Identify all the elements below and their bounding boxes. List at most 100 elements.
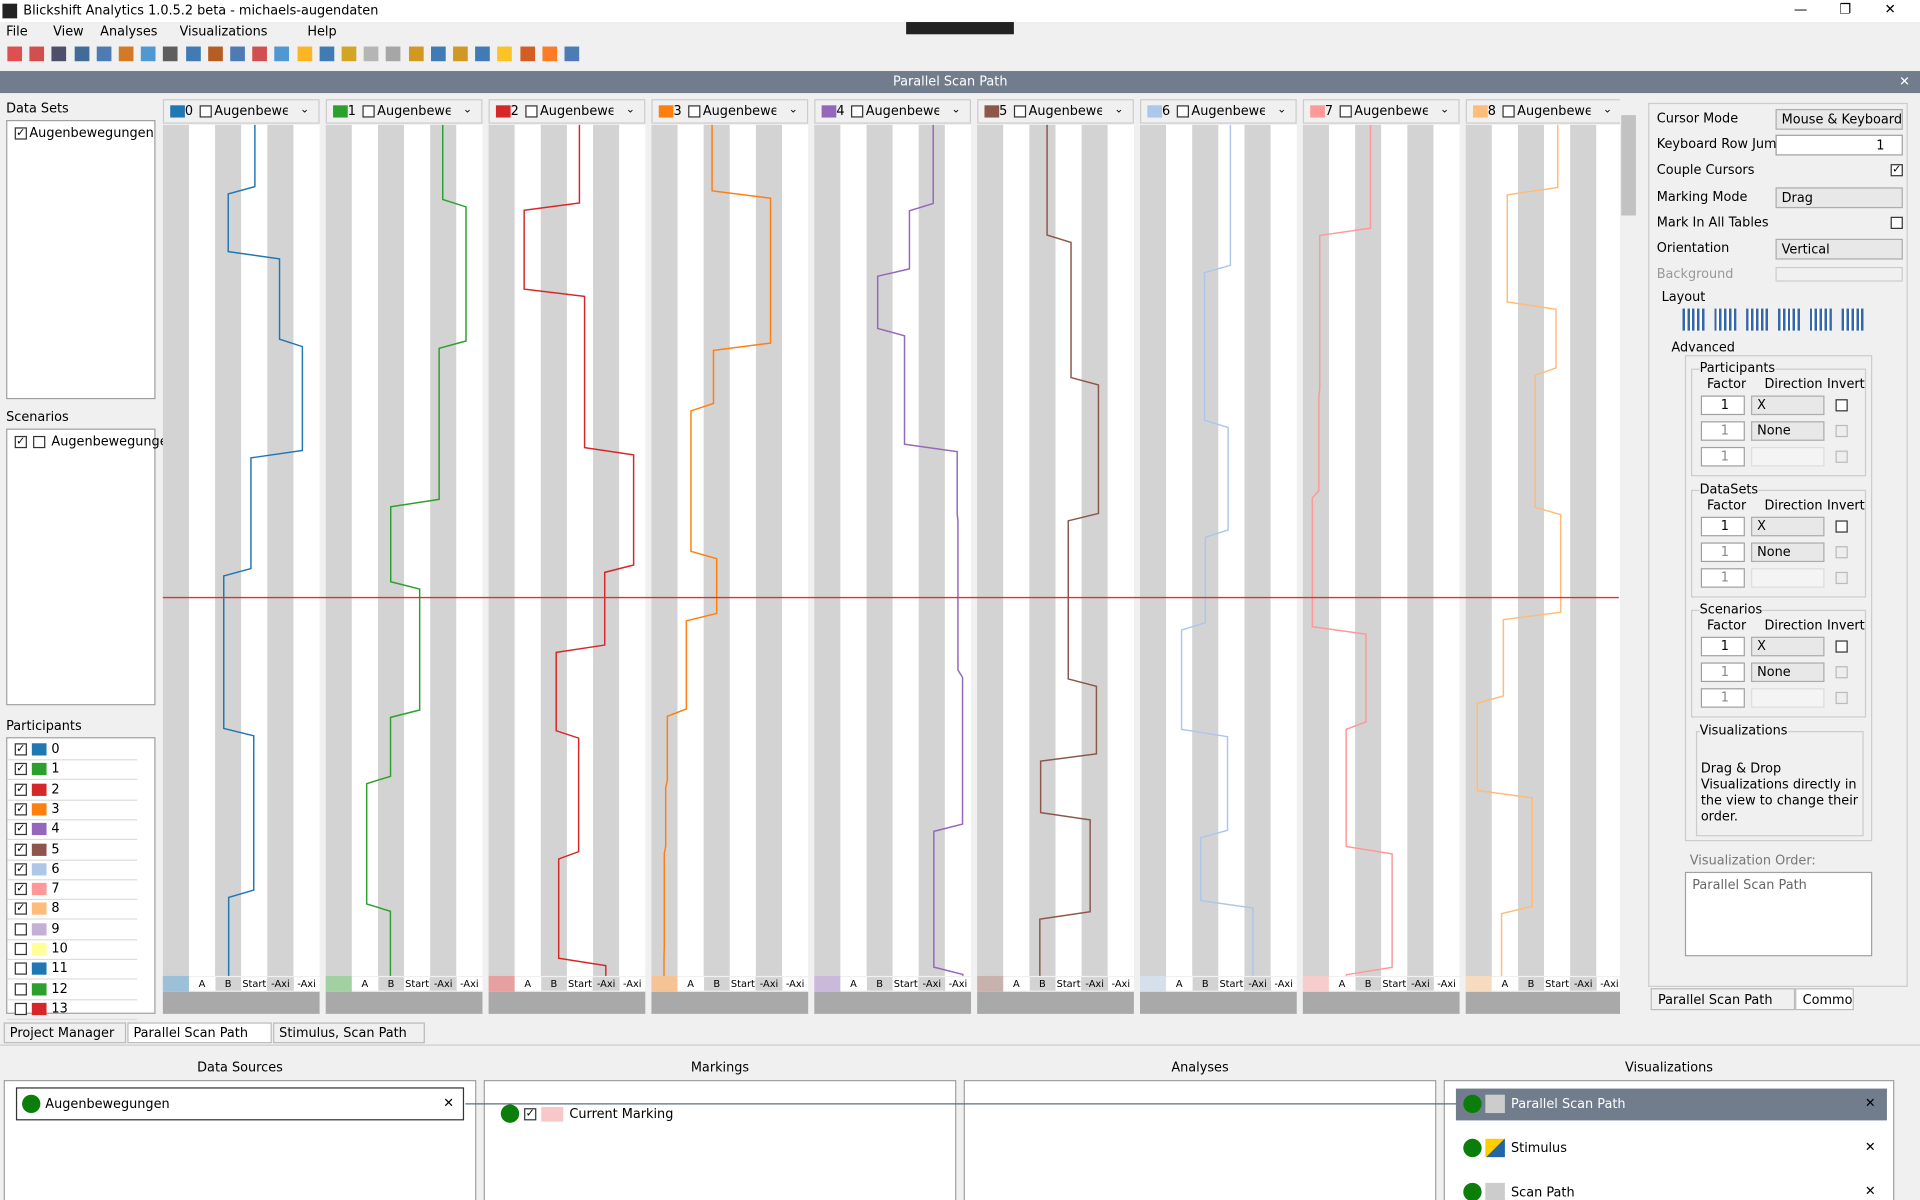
checkbox[interactable]: ✓ (14, 127, 27, 140)
toolbar-button[interactable] (96, 46, 112, 62)
factor-spin[interactable]: 1 (1700, 542, 1745, 562)
toolbar-button[interactable] (319, 46, 335, 62)
checkbox[interactable] (1339, 105, 1352, 118)
scrollbar[interactable] (1620, 97, 1638, 1014)
scroll-thumb[interactable] (1621, 115, 1636, 216)
toolbar-button[interactable] (408, 46, 424, 62)
toolbar-button[interactable] (497, 46, 513, 62)
checkbox[interactable] (1835, 666, 1848, 679)
setting-dropdown[interactable]: Mouse & Keyboard (1775, 108, 1903, 130)
remove-button[interactable]: ✕ (1864, 1184, 1876, 1199)
column-dropdown[interactable]: ⌄ (788, 104, 798, 117)
checkbox[interactable] (851, 105, 864, 118)
menu-item[interactable]: Analyses (100, 24, 158, 40)
checkbox[interactable] (199, 105, 212, 118)
column-dropdown[interactable]: ⌄ (625, 104, 635, 117)
tab[interactable]: Project Manager (3, 1022, 127, 1044)
window-button[interactable]: ✕ (1884, 1, 1896, 18)
checkbox[interactable] (1835, 519, 1848, 533)
tab[interactable]: Parallel Scan Path (127, 1022, 272, 1044)
layout-button[interactable] (1809, 308, 1832, 331)
checkbox[interactable] (362, 105, 375, 118)
factor-spin[interactable]: 1 (1700, 662, 1745, 683)
toolbar-button[interactable] (74, 46, 89, 62)
menu-item[interactable]: File (6, 24, 28, 40)
tab[interactable]: Common (1795, 988, 1854, 1011)
toolbar-button[interactable] (252, 46, 268, 62)
checkbox[interactable] (1835, 451, 1848, 464)
toolbar-button[interactable] (341, 46, 357, 62)
column-dropdown[interactable]: ⌄ (1602, 104, 1613, 117)
expander[interactable]: Advanced (1671, 340, 1735, 356)
checkbox[interactable] (688, 105, 701, 118)
toolbar-button[interactable] (542, 46, 557, 62)
layout-button[interactable] (1746, 308, 1769, 331)
toolbar-button[interactable] (297, 46, 312, 62)
toolbar-button[interactable] (519, 46, 535, 62)
checkbox[interactable] (14, 1002, 27, 1015)
toolbar-button[interactable] (564, 46, 580, 62)
column-dropdown[interactable]: ⌄ (951, 104, 961, 117)
close-panel[interactable]: ✕ (1899, 74, 1910, 90)
toolbar-button[interactable] (386, 46, 401, 62)
toolbar-button[interactable] (118, 46, 134, 62)
setting-dropdown[interactable]: Vertical (1775, 238, 1903, 260)
checkbox[interactable]: ✓ (1890, 164, 1903, 177)
checkbox[interactable] (525, 105, 538, 118)
toolbar-button[interactable] (29, 46, 45, 62)
checkbox[interactable]: ✓ (14, 823, 27, 836)
column-dropdown[interactable]: ⌄ (300, 104, 310, 117)
toolbar-button[interactable] (207, 46, 223, 62)
direction-dropdown[interactable]: X (1751, 636, 1825, 657)
factor-spin[interactable]: 1 (1700, 568, 1745, 588)
checkbox[interactable]: ✓ (14, 803, 27, 816)
direction-dropdown[interactable] (1751, 568, 1825, 588)
column-dropdown[interactable]: ⌄ (1277, 104, 1287, 117)
checkbox[interactable] (1835, 425, 1848, 438)
window-button[interactable]: — (1793, 1, 1808, 18)
checkbox[interactable] (14, 982, 27, 996)
direction-dropdown[interactable]: None (1751, 421, 1825, 442)
direction-dropdown[interactable] (1751, 688, 1825, 709)
checkbox[interactable] (1835, 640, 1848, 653)
toolbar-button[interactable] (51, 46, 67, 62)
checkbox[interactable] (1835, 399, 1848, 412)
checkbox[interactable] (1890, 216, 1903, 229)
checkbox[interactable] (14, 942, 27, 956)
factor-spin[interactable]: 1 (1700, 447, 1745, 468)
checkbox[interactable] (14, 922, 27, 936)
toolbar-button[interactable] (141, 46, 156, 62)
checkbox[interactable]: ✓ (14, 902, 27, 916)
column-dropdown[interactable]: ⌄ (1440, 104, 1450, 117)
checkbox[interactable] (14, 962, 27, 976)
checkbox[interactable] (1176, 105, 1189, 118)
column-dropdown[interactable]: ⌄ (1114, 104, 1124, 117)
tab[interactable]: Parallel Scan Path (1650, 988, 1796, 1011)
menu-item[interactable]: View (53, 24, 84, 40)
toolbar-button[interactable] (430, 46, 446, 62)
checkbox[interactable]: ✓ (14, 743, 27, 756)
node[interactable] (15, 1087, 465, 1121)
layout-button[interactable] (1841, 308, 1864, 331)
checkbox[interactable]: ✓ (14, 882, 27, 896)
menu-item[interactable]: Visualizations (179, 24, 268, 40)
direction-dropdown[interactable] (1751, 447, 1825, 468)
remove-button[interactable]: ✕ (1864, 1095, 1876, 1111)
expander[interactable]: Layout (1661, 290, 1706, 305)
checkbox[interactable] (1835, 545, 1848, 558)
factor-spin[interactable]: 1 (1700, 688, 1745, 709)
toolbar-button[interactable] (185, 46, 201, 62)
checkbox[interactable]: ✓ (14, 843, 27, 856)
checkbox[interactable] (1013, 105, 1027, 118)
layout-button[interactable] (1777, 308, 1800, 331)
node-selected[interactable] (1455, 1088, 1887, 1121)
toolbar-button[interactable] (453, 46, 468, 62)
toolbar-button[interactable] (274, 46, 290, 62)
factor-spin[interactable]: 1 (1700, 636, 1745, 657)
direction-dropdown[interactable]: None (1751, 542, 1825, 562)
direction-dropdown[interactable]: None (1751, 662, 1825, 683)
window-button[interactable]: ❐ (1839, 1, 1852, 18)
checkbox[interactable]: ✓ (14, 783, 27, 796)
setting-spin[interactable]: 1 (1775, 134, 1903, 156)
toolbar-button[interactable] (230, 46, 245, 62)
